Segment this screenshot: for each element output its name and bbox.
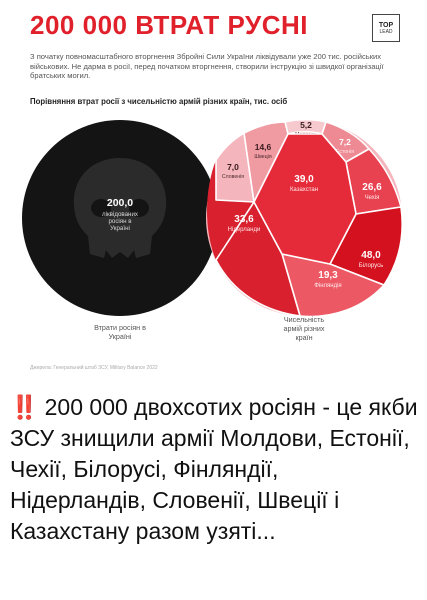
armies-circle-left-fill: [207, 160, 254, 260]
losses-value: 200,0: [107, 197, 133, 209]
segment-label: Естонія: [336, 149, 354, 155]
losses-caption: Втрати росіян в: [94, 323, 146, 332]
segment-label: Фінляндія: [314, 283, 341, 289]
segment-label: Білорусь: [359, 263, 384, 269]
segment-6: [215, 201, 301, 317]
losses-label: росіян в: [108, 218, 132, 225]
segment-label: Казахстан: [290, 187, 318, 193]
armies-caption: Чисельність: [284, 315, 325, 324]
infographic-title: 200 000 ВТРАТ РУСНІ: [30, 10, 308, 40]
toplead-logo[interactable]: TOP LEAD: [372, 14, 400, 42]
skull-right-eye: [129, 199, 149, 217]
segment-value: 5,2: [300, 120, 312, 130]
logo-lead-text: LEAD: [379, 28, 393, 35]
segment-value: 7,0: [227, 162, 239, 172]
segment-label: Нідерланди: [228, 227, 261, 233]
segment-label: Чехія: [365, 195, 380, 201]
segment-9: [253, 133, 357, 265]
armies-caption: країн: [295, 333, 312, 342]
losses-label: ліквідованих: [102, 211, 139, 218]
segment-label: Швеція: [254, 154, 271, 160]
segment-value: 48,0: [361, 250, 381, 261]
segment-value: 26,6: [362, 182, 382, 193]
source-note: Джерела: Генеральний штаб ЗСУ, Military …: [30, 365, 158, 371]
infographic-card: 200 000 ВТРАТ РУСНІ TOP LEAD З початку п…: [22, 10, 404, 371]
armies-caption: армій різних: [283, 324, 324, 333]
segment-value: 7,2: [339, 137, 351, 147]
skull-icon: [73, 158, 167, 258]
skull-left-eye: [91, 199, 111, 217]
intro-paragraph: З початку повномасштабного вторгнення Зб…: [30, 52, 384, 81]
post-caption-text: 200 000 двохсотих росіян - це якби ЗСУ з…: [10, 394, 418, 544]
segment-value: 19,3: [318, 270, 338, 281]
post-caption: ‼️ 200 000 двохсотих росіян - це якби ЗСУ…: [10, 392, 420, 547]
segment-label: Словенія: [222, 174, 244, 180]
chart-title: Порівняння втрат росії з чисельністю арм…: [30, 97, 288, 106]
logo-top-text: TOP: [378, 21, 394, 29]
segment-value: 39,0: [294, 174, 314, 185]
losses-label: Україні: [110, 225, 130, 232]
segment-value: 33,6: [234, 214, 254, 225]
segment-value: 14,6: [255, 142, 272, 152]
losses-caption: Україні: [109, 332, 132, 341]
double-exclamation-icon: ‼️: [10, 394, 39, 420]
